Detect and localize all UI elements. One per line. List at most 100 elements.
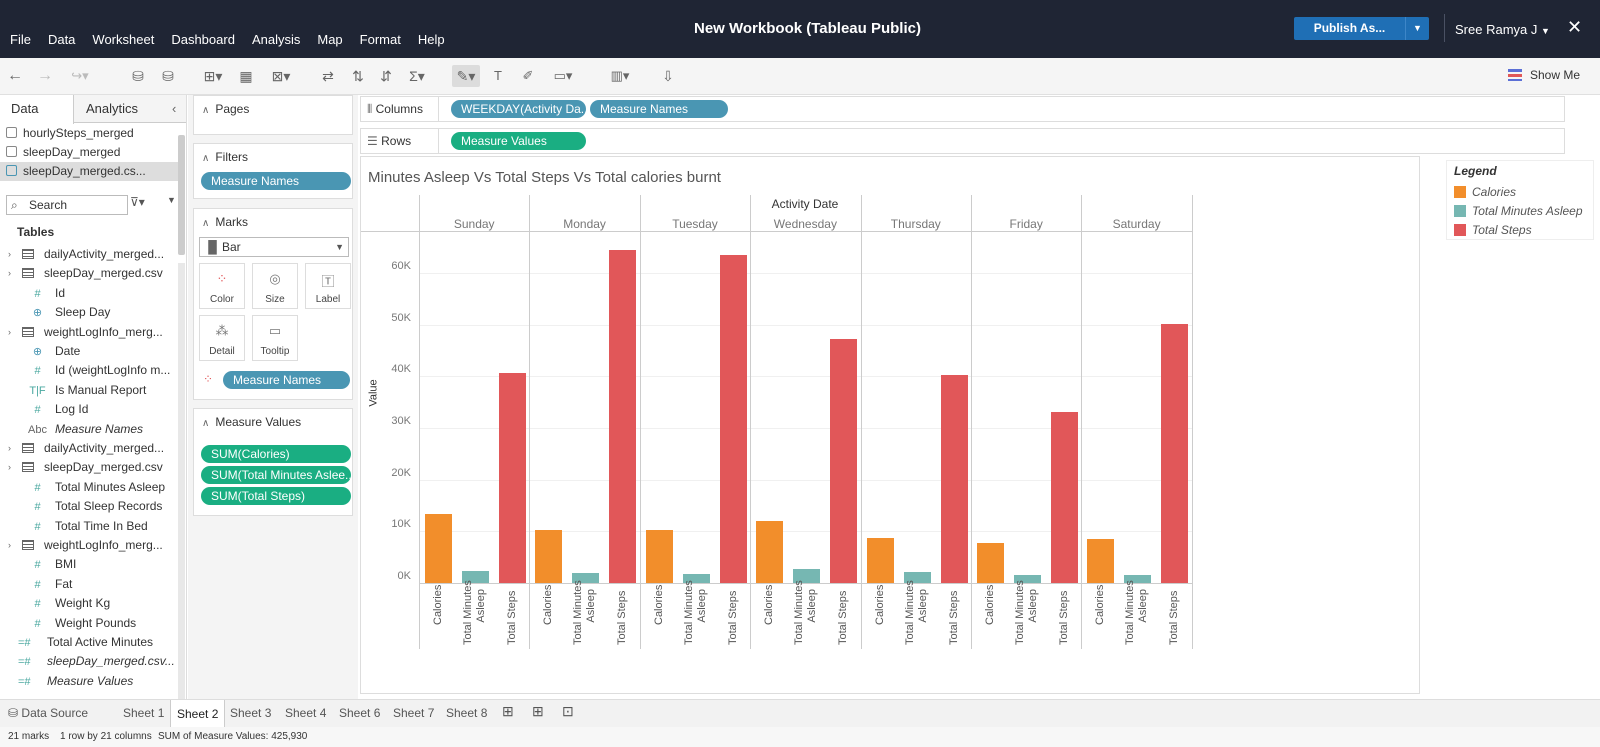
bar[interactable]: [499, 373, 526, 583]
tab-sheet-8[interactable]: Sheet 8: [446, 706, 488, 720]
redo-icon[interactable]: →: [37, 67, 53, 84]
show-me-icon[interactable]: [1508, 69, 1522, 81]
text-icon[interactable]: T: [494, 68, 502, 83]
show-me-label[interactable]: Show Me: [1530, 68, 1581, 82]
tab-sheet-1[interactable]: Sheet 1: [123, 706, 165, 720]
menu-file[interactable]: File: [10, 32, 31, 47]
bar[interactable]: [462, 571, 489, 583]
rows-pill-measure-values[interactable]: Measure Values: [451, 132, 586, 150]
bar[interactable]: [425, 513, 452, 583]
field-item[interactable]: # Total Time In Bed: [20, 519, 147, 533]
table-item[interactable]: › sleepDay_merged.csv: [8, 460, 163, 474]
field-item[interactable]: # Total Sleep Records: [20, 499, 162, 513]
columns-pill-measure-names[interactable]: Measure Names: [590, 100, 728, 118]
menu-data[interactable]: Data: [47, 32, 76, 47]
chevron-down-icon[interactable]: ▼: [167, 195, 176, 205]
table-item[interactable]: › dailyActivity_merged...: [8, 247, 164, 261]
bar[interactable]: [830, 339, 858, 583]
field-item[interactable]: =# Measure Values: [18, 674, 133, 688]
field-item[interactable]: =# Total Active Minutes: [18, 635, 153, 649]
new-datasource-icon[interactable]: ⛁: [132, 68, 144, 84]
tab-sheet-7[interactable]: Sheet 7: [393, 706, 435, 720]
filter-pill-measure-names[interactable]: Measure Names: [201, 172, 351, 190]
columns-shelf[interactable]: ⦀ Columns WEEKDAY(Activity Da... Measure…: [360, 96, 1565, 122]
measure-pill-calories[interactable]: SUM(Calories): [201, 445, 351, 463]
new-story-icon[interactable]: ⊡: [562, 703, 574, 719]
tab-data-source[interactable]: ⛁ Data Source: [8, 706, 89, 720]
mark-type-select[interactable]: ▐▌ Bar ▼: [199, 237, 349, 257]
tab-sheet-6[interactable]: Sheet 6: [339, 706, 381, 720]
legend-item-minutes-asleep[interactable]: Total Minutes Asleep: [1454, 204, 1583, 218]
menu-format[interactable]: Format: [359, 32, 401, 47]
datasource-scrollbar[interactable]: [178, 135, 185, 255]
menu-help[interactable]: Help: [417, 32, 445, 47]
field-item[interactable]: =# sleepDay_merged.csv...: [18, 654, 175, 668]
bar[interactable]: [977, 542, 1004, 583]
field-scrollbar[interactable]: [178, 263, 185, 699]
swap-icon[interactable]: ⇄: [322, 68, 334, 84]
menu-worksheet[interactable]: Worksheet: [92, 32, 155, 47]
field-item[interactable]: # Fat: [20, 577, 72, 591]
totals-icon[interactable]: Σ▾: [409, 68, 425, 84]
filter-icon[interactable]: ⊽▾: [130, 195, 145, 209]
collapse-icon[interactable]: ‹: [172, 101, 177, 116]
field-item[interactable]: Abc Measure Names: [20, 422, 143, 436]
bar[interactable]: [793, 569, 821, 583]
tab-sheet-4[interactable]: Sheet 4: [285, 706, 327, 720]
datasource-item[interactable]: sleepDay_merged: [6, 145, 120, 159]
marks-pill-measure-names[interactable]: Measure Names: [223, 371, 350, 389]
bar[interactable]: [866, 538, 894, 583]
expand-icon[interactable]: ›: [8, 462, 11, 473]
bar[interactable]: [940, 375, 968, 583]
measure-pill-total-steps[interactable]: SUM(Total Steps): [201, 487, 351, 505]
field-item[interactable]: # Weight Kg: [20, 596, 110, 610]
expand-icon[interactable]: ›: [8, 326, 11, 337]
pause-updates-icon[interactable]: ⛁: [162, 68, 174, 84]
color-button[interactable]: ⁘ Color: [199, 263, 245, 309]
bar[interactable]: [756, 521, 784, 583]
fit-icon[interactable]: ▭▾: [553, 68, 573, 83]
bar[interactable]: [1124, 575, 1152, 583]
bar[interactable]: [1087, 539, 1115, 583]
close-icon[interactable]: ✕: [1567, 17, 1583, 37]
field-item[interactable]: # Total Minutes Asleep: [20, 480, 165, 494]
new-worksheet-icon[interactable]: ⊞: [502, 703, 514, 719]
clear-sheet-icon[interactable]: ⊠▾: [271, 68, 291, 84]
highlight-icon[interactable]: ✎▾: [452, 65, 480, 87]
collapse-icon[interactable]: ∧: [202, 105, 210, 116]
collapse-icon[interactable]: ∧: [202, 153, 210, 164]
publish-button[interactable]: Publish As... ▼: [1294, 17, 1429, 40]
expand-icon[interactable]: ›: [8, 540, 11, 550]
field-item[interactable]: # BMI: [20, 557, 76, 571]
bar[interactable]: [572, 572, 600, 583]
filters-card[interactable]: ∧ Filters Measure Names: [193, 143, 353, 199]
menu-map[interactable]: Map: [317, 32, 343, 47]
detail-button[interactable]: ⁂ Detail: [199, 315, 245, 361]
tab-sheet-2[interactable]: Sheet 2: [170, 700, 226, 728]
user-name[interactable]: Sree Ramya J: [1455, 22, 1538, 37]
field-item[interactable]: # Weight Pounds: [20, 616, 136, 630]
tooltip-button[interactable]: ▭ Tooltip: [252, 315, 298, 361]
field-item[interactable]: ⊕ Date: [20, 344, 80, 358]
menu-analysis[interactable]: Analysis: [251, 32, 301, 47]
field-item[interactable]: # Log Id: [20, 402, 88, 416]
menu-dashboard[interactable]: Dashboard: [171, 32, 235, 47]
show-me-button[interactable]: Show Me: [1508, 68, 1580, 82]
bar[interactable]: [1051, 412, 1078, 583]
presentation-icon[interactable]: ▥▾: [610, 68, 630, 83]
expand-icon[interactable]: ›: [8, 268, 11, 279]
search-input[interactable]: ⌕ Search: [6, 195, 128, 215]
duplicate-sheet-icon[interactable]: ▦: [239, 68, 253, 84]
expand-icon[interactable]: ›: [8, 443, 11, 453]
chevron-down-icon[interactable]: ▼: [1405, 17, 1429, 40]
legend-item-total-steps[interactable]: Total Steps: [1454, 223, 1532, 237]
undo-icon[interactable]: ←: [7, 67, 23, 84]
expand-icon[interactable]: ›: [8, 249, 11, 259]
columns-pill-weekday[interactable]: WEEKDAY(Activity Da...: [451, 100, 586, 118]
bar[interactable]: [903, 572, 931, 583]
size-button[interactable]: ◎ Size: [252, 263, 298, 309]
field-item[interactable]: # Id: [20, 286, 65, 300]
user-menu[interactable]: Sree Ramya J ▼: [1455, 22, 1550, 37]
measure-pill-minutes-asleep[interactable]: SUM(Total Minutes Aslee...: [201, 466, 351, 484]
collapse-icon[interactable]: ∧: [202, 418, 210, 429]
